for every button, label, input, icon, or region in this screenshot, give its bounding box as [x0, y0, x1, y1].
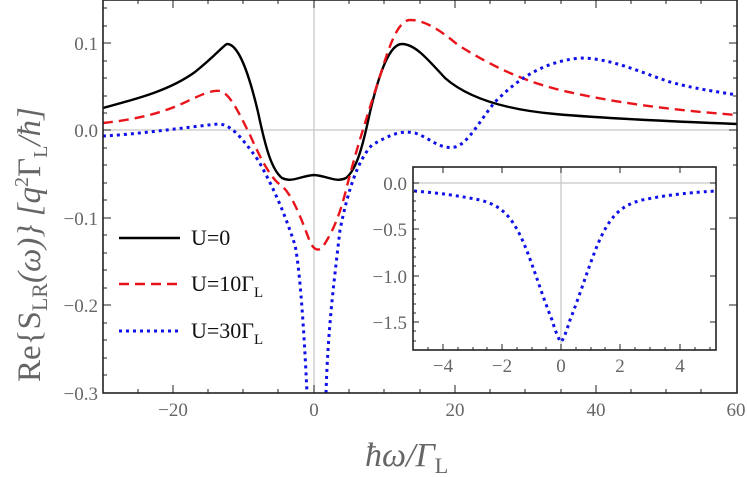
inset-x-tick-label: 4: [675, 356, 685, 377]
legend: U=0 U=10ΓL U=30ΓL: [119, 225, 263, 348]
inset-y-tick-label: −1.5: [373, 313, 407, 334]
legend-label-u30: U=30ΓL: [191, 318, 263, 348]
inset-y-tick-label: −0.5: [373, 220, 407, 241]
inset-x-tick-label: −4: [433, 356, 454, 377]
y-axis-title: Re{SLR(ω)} [q2ΓL/ħ]: [11, 107, 52, 382]
x-tick-label: 20: [446, 400, 465, 421]
y-tick-label: −0.2: [64, 296, 98, 317]
legend-label-u0: U=0: [191, 225, 230, 250]
x-tick-label: 60: [727, 400, 746, 421]
y-tick-label: −0.1: [64, 209, 98, 230]
y-axis-ticks: [103, 7, 737, 376]
inset-ticks: [413, 167, 716, 350]
inset-x-tick-label: −2: [492, 356, 512, 377]
y-tick-label: 0.1: [74, 34, 98, 55]
plot-area-main: [102, 18, 738, 394]
x-tick-label: 0: [309, 400, 319, 421]
y-tick-label: 0.0: [74, 121, 98, 142]
y-tick-label: −0.3: [64, 384, 98, 405]
series-u0: [102, 42, 738, 181]
series-u30: [102, 122, 309, 394]
x-tick-label: 40: [587, 400, 606, 421]
x-axis-title: ħω/ΓL: [365, 437, 448, 477]
x-tick-labels: −20 0 20 40 60: [158, 400, 745, 421]
y-tick-labels: 0.1 0.0 −0.1 −0.2 −0.3: [64, 34, 98, 405]
inset-x-tick-label: 2: [615, 356, 625, 377]
inset-frame: [412, 166, 717, 351]
legend-label-u10: U=10ΓL: [191, 271, 263, 301]
inset-y-tick-label: −1.0: [373, 267, 407, 288]
inset-y-tick-label: 0.0: [383, 174, 407, 195]
inset-x-tick-label: 0: [556, 356, 566, 377]
inset-plot: 0.0 −0.5 −1.0 −1.5 −4 −2 0 2 4: [373, 166, 717, 377]
x-tick-label: −20: [158, 400, 188, 421]
series-u10: [102, 18, 738, 251]
series-u30-right: [324, 56, 738, 394]
x-axis-ticks: [137, 0, 702, 393]
